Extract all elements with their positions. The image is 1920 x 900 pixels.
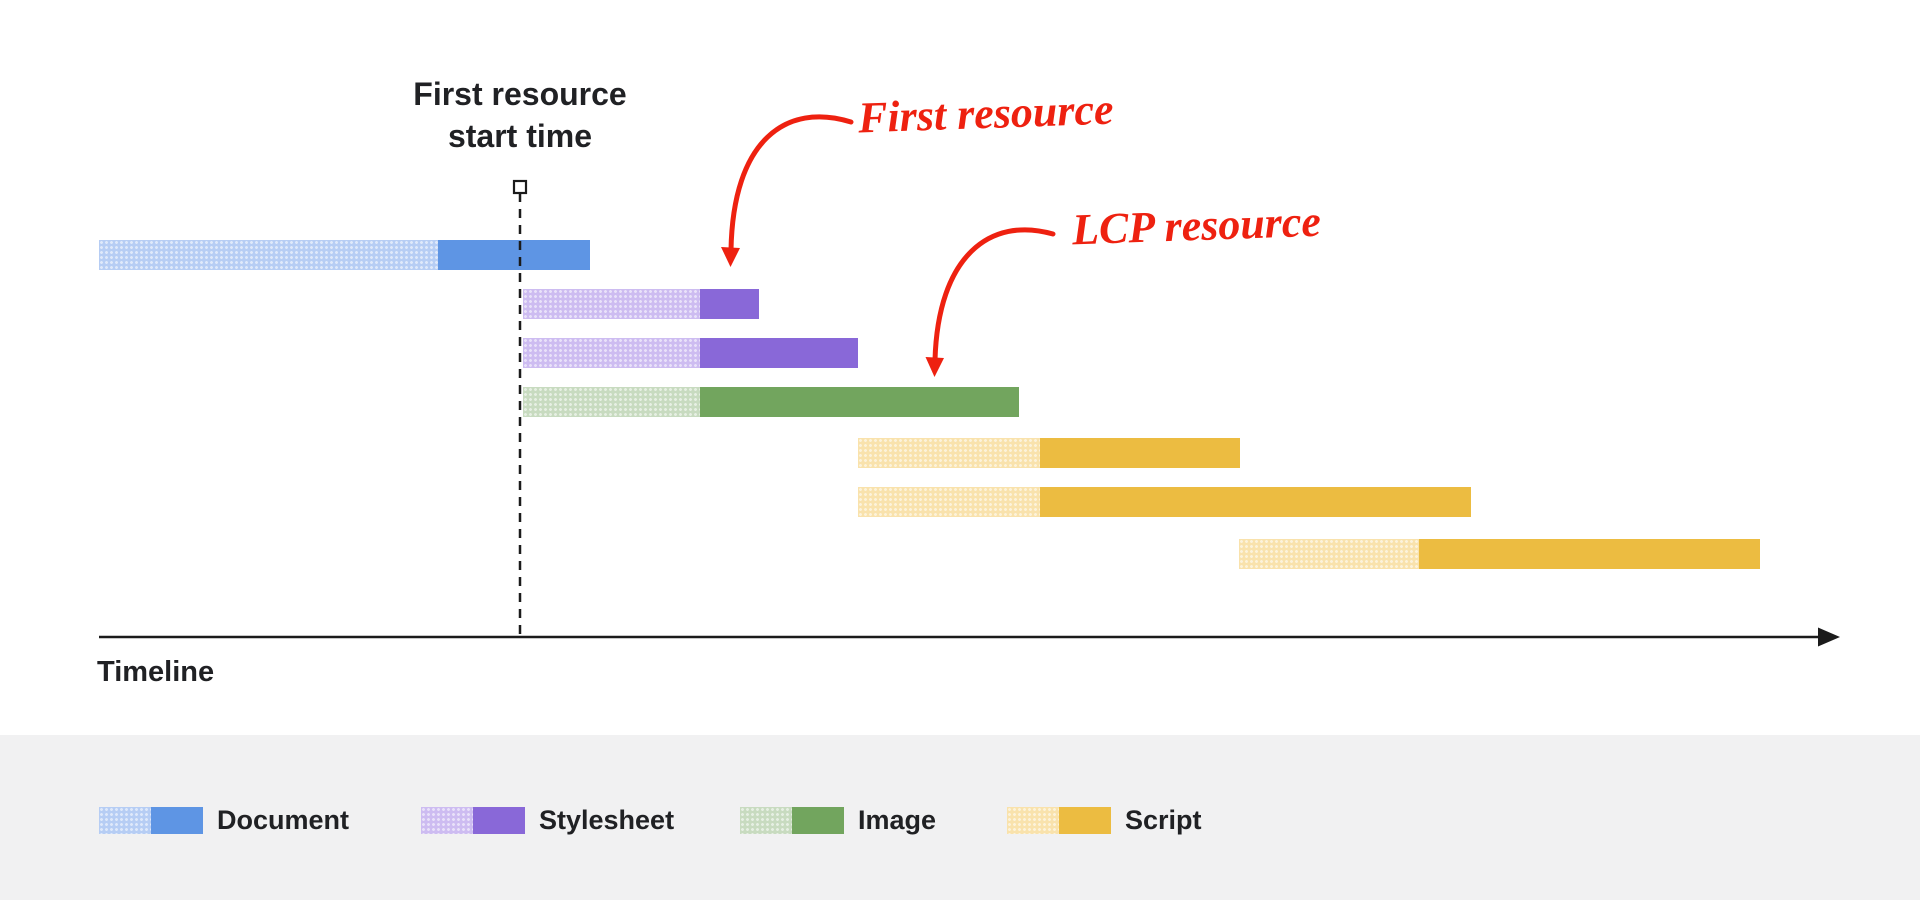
lcp-resource-annotation: LCP resource bbox=[1071, 196, 1322, 255]
stylesheet-light-swatch bbox=[421, 807, 473, 834]
legend-item-script: Script bbox=[1007, 805, 1202, 835]
lcp-resource-arrowhead-icon bbox=[925, 357, 944, 377]
first-resource-arrow-icon bbox=[728, 114, 854, 253]
legend: Document Stylesheet Image Script bbox=[0, 735, 1920, 900]
resource-bar-stylesheet-2 bbox=[523, 289, 759, 319]
image-wait-segment bbox=[523, 387, 700, 417]
stylesheet-download-segment bbox=[700, 289, 759, 319]
script-download-segment bbox=[1040, 438, 1240, 468]
document-wait-segment bbox=[99, 240, 438, 270]
first-resource-annotation: First resource bbox=[857, 84, 1115, 143]
image-dark-swatch bbox=[792, 807, 844, 834]
first-resource-arrowhead-icon bbox=[721, 247, 740, 267]
resource-bar-script-6 bbox=[858, 487, 1471, 517]
stylesheet-dark-swatch bbox=[473, 807, 525, 834]
script-download-segment bbox=[1419, 539, 1760, 569]
dashed-line-handle-icon bbox=[512, 179, 528, 195]
image-download-segment bbox=[700, 387, 1019, 417]
script-wait-segment bbox=[858, 487, 1040, 517]
script-download-segment bbox=[1040, 487, 1471, 517]
resource-bar-image-4 bbox=[523, 387, 1019, 417]
legend-band: Document Stylesheet Image Script bbox=[0, 735, 1920, 900]
legend-item-document: Document bbox=[99, 805, 350, 835]
resource-bar-document-1 bbox=[99, 240, 590, 270]
script-wait-segment bbox=[858, 438, 1040, 468]
title-line-1: First resource bbox=[413, 76, 627, 112]
stylesheet-download-segment bbox=[700, 338, 858, 368]
lcp-resource-arrow-icon bbox=[932, 227, 1056, 363]
resource-bar-script-7 bbox=[1239, 539, 1760, 569]
resource-bar-stylesheet-3 bbox=[523, 338, 858, 368]
timeline-axis-arrowhead-icon bbox=[1818, 627, 1840, 647]
legend-label-image: Image bbox=[858, 805, 937, 835]
stylesheet-wait-segment bbox=[523, 289, 700, 319]
image-light-swatch bbox=[740, 807, 792, 834]
document-dark-swatch bbox=[151, 807, 203, 834]
title-line-2: start time bbox=[447, 117, 593, 154]
document-download-segment bbox=[438, 240, 590, 270]
legend-label-stylesheet: Stylesheet bbox=[539, 805, 675, 835]
script-light-swatch bbox=[1007, 807, 1059, 834]
script-dark-swatch bbox=[1059, 807, 1111, 834]
stylesheet-wait-segment bbox=[523, 338, 700, 368]
script-wait-segment bbox=[1239, 539, 1419, 569]
first-resource-start-time-label: First resource start time bbox=[320, 74, 720, 157]
resource-bar-script-5 bbox=[858, 438, 1240, 468]
legend-item-image: Image bbox=[740, 805, 937, 835]
timeline-label: Timeline bbox=[97, 656, 215, 688]
legend-item-stylesheet: Stylesheet bbox=[421, 805, 675, 835]
document-light-swatch bbox=[99, 807, 151, 834]
legend-label-document: Document bbox=[217, 805, 350, 835]
legend-label-script: Script bbox=[1125, 805, 1202, 835]
